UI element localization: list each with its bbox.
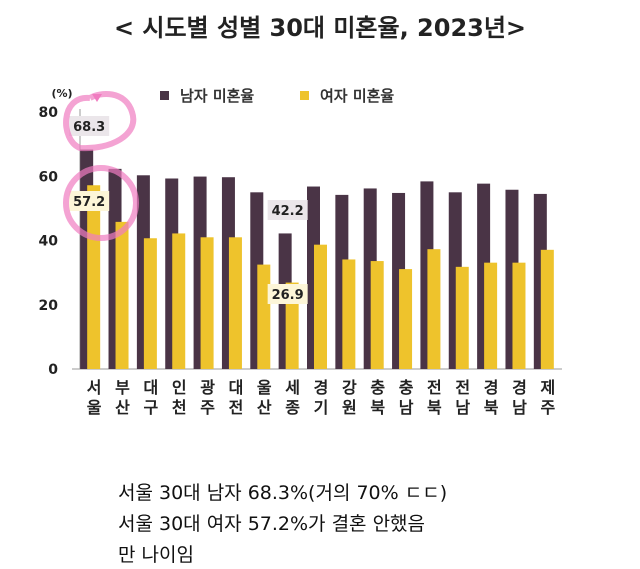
y-tick-label: 40 [39,234,59,250]
bar-female [87,185,101,369]
legend-label: 남자 미혼율 [180,87,254,105]
caption-line-1: 서울 30대 남자 68.3%(거의 70% ㄷㄷ) [118,482,448,504]
x-tick-label-top: 전 [455,378,470,397]
annotation-circle [63,165,139,241]
data-label: 26.9 [272,288,304,303]
caption-line-2: 서울 30대 여자 57.2%가 결혼 안했음 [118,513,426,535]
bar-female [512,262,526,369]
y-tick-label: 60 [39,169,59,185]
x-tick-label-top: 서 [87,378,102,397]
y-unit: (%) [51,87,72,100]
x-tick-label-top: 충 [370,378,385,397]
bar-female [427,249,441,369]
x-tick-label-bottom: 주 [540,398,555,417]
x-tick-label-top: 경 [484,378,499,397]
data-label-bg [69,191,110,211]
x-tick-label-bottom: 울 [87,398,102,417]
data-label: 42.2 [272,204,304,219]
data-label-bg [267,200,308,220]
x-tick-label-top: 충 [399,378,414,397]
x-tick-label-bottom: 종 [285,398,300,417]
bar-female [314,244,327,369]
x-tick-label-top: 대 [229,378,244,397]
caption-line-3: 만 나이임 [118,544,194,566]
data-label-bg [267,284,308,304]
bar-female [342,259,356,369]
chart-title: < 시도별 성별 30대 미혼율, 2023년> [113,14,527,42]
x-tick-label-top: 경 [512,378,527,397]
data-label: 57.2 [73,195,105,210]
bar-female [540,249,554,369]
bar-female [484,262,498,369]
data-label: 68.3 [73,120,105,135]
bar-female [228,237,242,369]
x-tick-label-top: 부 [115,378,130,397]
x-tick-label-bottom: 북 [427,398,442,417]
bar-female [172,233,186,369]
legend-swatch [160,91,169,100]
bar-female [285,282,299,369]
bar-female [115,221,129,369]
x-tick-label-bottom: 남 [512,398,527,417]
legend-swatch [300,91,309,100]
annotation-arrow [92,94,102,102]
x-tick-label-bottom: 전 [229,398,244,417]
x-tick-label-top: 경 [314,378,329,397]
x-tick-label-top: 제 [540,378,555,397]
bar-female [200,237,214,369]
bar-female [370,261,384,369]
x-tick-label-bottom: 주 [200,398,215,417]
x-tick-label-bottom: 산 [115,398,130,417]
x-tick-label-bottom: 기 [314,398,329,417]
data-label-bg [69,116,110,136]
legend-label: 여자 미혼율 [320,87,394,105]
x-tick-label-bottom: 원 [342,398,357,417]
bar-female [143,238,157,369]
annotation-circle [63,91,137,152]
x-tick-label-top: 강 [342,378,357,397]
y-tick-label: 80 [39,105,59,121]
bar-female [399,269,413,369]
x-tick-label-top: 광 [200,378,215,397]
x-tick-label-bottom: 남 [399,398,414,417]
x-tick-label-bottom: 북 [370,398,385,417]
x-tick-label-top: 세 [285,378,300,397]
y-tick-label: 20 [39,298,59,314]
x-tick-label-bottom: 북 [484,398,499,417]
x-tick-label-top: 울 [257,378,272,397]
x-tick-label-bottom: 남 [455,398,470,417]
y-tick-label: 0 [48,362,58,378]
x-tick-label-top: 인 [172,378,187,397]
x-tick-label-bottom: 구 [144,398,159,417]
x-tick-label-bottom: 천 [172,398,187,417]
bar-female [257,264,271,369]
bar-female [455,266,469,369]
x-tick-label-top: 대 [144,378,159,397]
x-tick-label-bottom: 산 [257,398,272,417]
x-tick-label-top: 전 [427,378,442,397]
